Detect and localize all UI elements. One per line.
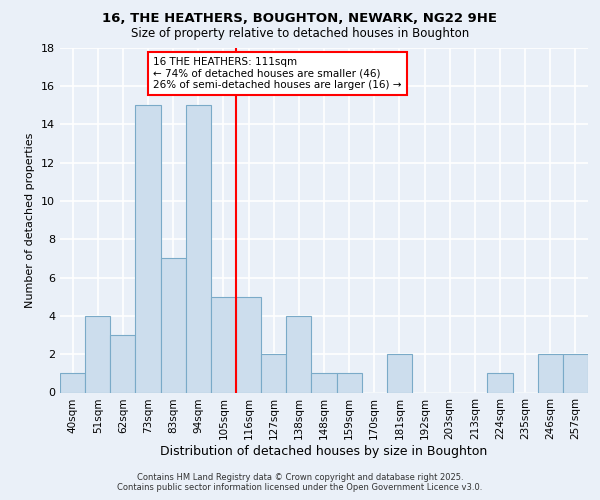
- Bar: [186, 105, 211, 393]
- Bar: [236, 296, 261, 392]
- Bar: [487, 374, 512, 392]
- Bar: [538, 354, 563, 393]
- Bar: [261, 354, 286, 393]
- Bar: [286, 316, 311, 392]
- Bar: [110, 335, 136, 392]
- Bar: [311, 374, 337, 392]
- Bar: [161, 258, 186, 392]
- Bar: [60, 374, 85, 392]
- Text: 16 THE HEATHERS: 111sqm
← 74% of detached houses are smaller (46)
26% of semi-de: 16 THE HEATHERS: 111sqm ← 74% of detache…: [153, 57, 401, 90]
- Bar: [211, 296, 236, 392]
- Bar: [85, 316, 110, 392]
- Text: Size of property relative to detached houses in Boughton: Size of property relative to detached ho…: [131, 28, 469, 40]
- Y-axis label: Number of detached properties: Number of detached properties: [25, 132, 35, 308]
- Bar: [387, 354, 412, 393]
- Bar: [563, 354, 588, 393]
- Bar: [136, 105, 161, 393]
- Text: 16, THE HEATHERS, BOUGHTON, NEWARK, NG22 9HE: 16, THE HEATHERS, BOUGHTON, NEWARK, NG22…: [103, 12, 497, 26]
- X-axis label: Distribution of detached houses by size in Boughton: Distribution of detached houses by size …: [160, 445, 488, 458]
- Bar: [337, 374, 362, 392]
- Text: Contains HM Land Registry data © Crown copyright and database right 2025.
Contai: Contains HM Land Registry data © Crown c…: [118, 473, 482, 492]
